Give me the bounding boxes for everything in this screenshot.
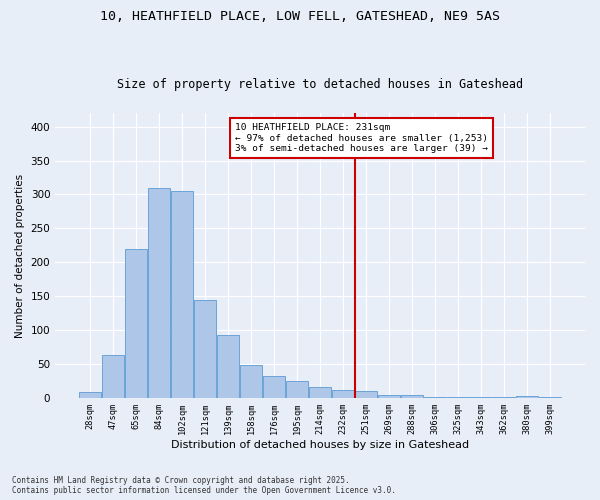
- X-axis label: Distribution of detached houses by size in Gateshead: Distribution of detached houses by size …: [171, 440, 469, 450]
- Bar: [378, 396, 400, 398]
- Bar: [263, 376, 285, 398]
- Bar: [148, 188, 170, 398]
- Bar: [240, 365, 262, 398]
- Text: 10 HEATHFIELD PLACE: 231sqm
← 97% of detached houses are smaller (1,253)
3% of s: 10 HEATHFIELD PLACE: 231sqm ← 97% of det…: [235, 123, 488, 153]
- Bar: [516, 396, 538, 398]
- Y-axis label: Number of detached properties: Number of detached properties: [15, 174, 25, 338]
- Bar: [401, 394, 423, 398]
- Bar: [539, 396, 561, 398]
- Bar: [171, 191, 193, 398]
- Title: Size of property relative to detached houses in Gateshead: Size of property relative to detached ho…: [117, 78, 523, 91]
- Bar: [102, 356, 124, 398]
- Bar: [355, 390, 377, 398]
- Bar: [79, 392, 101, 398]
- Bar: [309, 387, 331, 398]
- Bar: [286, 381, 308, 398]
- Text: Contains HM Land Registry data © Crown copyright and database right 2025.
Contai: Contains HM Land Registry data © Crown c…: [12, 476, 396, 495]
- Bar: [332, 390, 354, 398]
- Text: 10, HEATHFIELD PLACE, LOW FELL, GATESHEAD, NE9 5AS: 10, HEATHFIELD PLACE, LOW FELL, GATESHEA…: [100, 10, 500, 23]
- Bar: [470, 396, 492, 398]
- Bar: [424, 396, 446, 398]
- Bar: [194, 300, 216, 398]
- Bar: [217, 335, 239, 398]
- Bar: [125, 249, 147, 398]
